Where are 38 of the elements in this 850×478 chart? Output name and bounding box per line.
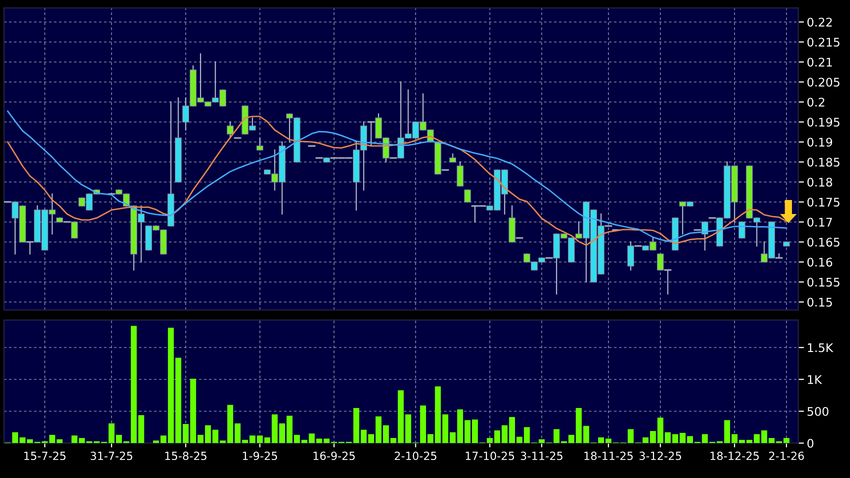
y-tick-label: 0.19 — [807, 138, 832, 147]
x-tick-label: 15-7-25 — [24, 452, 66, 460]
y-tick-label: 0.195 — [807, 118, 840, 127]
candlestick — [464, 189, 471, 203]
candlestick — [664, 269, 672, 295]
y-tick-label: 500 — [808, 406, 828, 416]
x-tick-label: 18-12-25 — [710, 452, 759, 460]
x-tick-label: 3-11-25 — [520, 452, 562, 460]
x-tick-label: 31-7-25 — [90, 452, 132, 460]
y-tick-label: 0.155 — [807, 278, 840, 287]
x-tick-label: 1-9-25 — [242, 452, 278, 460]
x-tick-label: 16-9-25 — [314, 452, 355, 460]
candlestick — [367, 121, 375, 147]
y-tick-label: 0.22 — [807, 18, 832, 27]
x-tick-label: 17-10-25 — [466, 452, 514, 460]
y-tick-label: 0.21 — [807, 58, 832, 67]
x-tick-label: 2-1-26 — [769, 452, 804, 460]
x-tick-label: 3-12-25 — [640, 452, 682, 460]
y-tick-label: 0.205 — [807, 78, 840, 87]
y-tick-label: 0.185 — [807, 158, 840, 167]
y-tick-label: 0.2 — [807, 98, 824, 107]
y-tick-label: 0.18 — [807, 178, 832, 187]
y-tick-label: 0.15 — [807, 298, 832, 307]
y-tick-label: 0.16 — [807, 258, 832, 267]
x-tick-label: 2-10-25 — [394, 452, 436, 460]
x-tick-label: 15-8-25 — [165, 452, 206, 460]
y-tick-label: 1.5K — [808, 343, 834, 352]
y-tick-label: 0 — [807, 438, 814, 448]
y-tick-label: 0.165 — [807, 238, 840, 247]
candlestick — [256, 137, 264, 151]
candlestick — [456, 161, 464, 187]
x-tick-label: 18-11-25 — [584, 452, 633, 460]
candlestick — [226, 121, 234, 139]
y-tick-label: 0.17 — [807, 218, 832, 227]
candlestick — [738, 221, 746, 239]
y-tick-label: 0.215 — [807, 38, 840, 47]
y-tick-label: 1K — [808, 375, 822, 384]
y-tick-label: 0.175 — [807, 198, 840, 207]
